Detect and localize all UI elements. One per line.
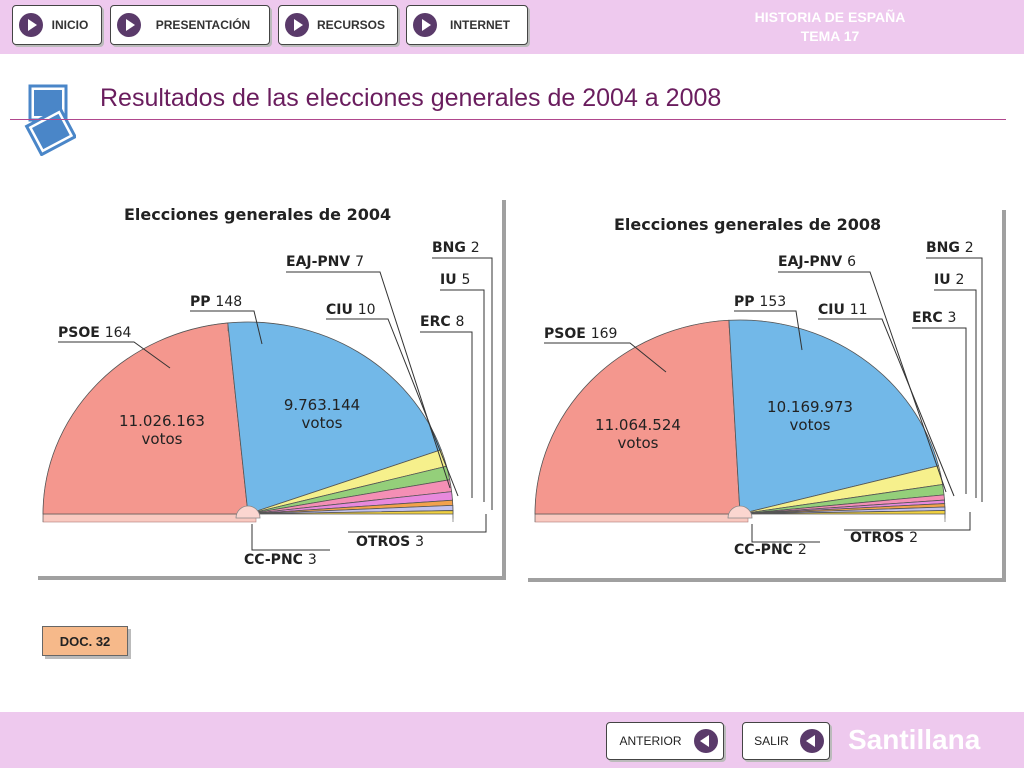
party-label: EAJ-PNV 6 [778,254,856,270]
leader-line [926,257,983,502]
pie-slice-psoe [42,322,249,515]
leader-line [734,310,803,351]
top-nav-bar: INICIO PRESENTACIÓN RECURSOS INTERNET HI… [0,0,1024,54]
leader-line [286,271,451,489]
votes-label: 11.064.524 votos [595,416,681,452]
party-label: OTROS 2 [850,530,918,546]
leader-line [751,524,820,543]
nav-button-recursos[interactable]: RECURSOS [278,5,398,45]
party-label: PSOE 164 [58,325,132,341]
party-label: EAJ-PNV 7 [286,254,364,270]
chart-2008: Elecciones generales de 2008 PSOE 169 PP … [524,206,1006,582]
leader-line [251,524,330,551]
labels-2008: PSOE 169 PP 153 CIU 11 EAJ-PNV 6 ERC 3 IU 2 CC… [544,240,983,558]
nav-label: INTERNET [450,18,510,32]
pie-slice-bng [247,510,454,515]
party-label: PP 148 [190,294,242,310]
votes-label: 10.169.973 votos [767,398,853,434]
page-title: Resultados de las elecciones generales d… [100,84,722,112]
party-label: PP 153 [734,294,786,310]
previous-label: ANTERIOR [619,734,682,748]
nav-button-internet[interactable]: INTERNET [406,5,528,45]
nav-button-presentacion[interactable]: PRESENTACIÓN [110,5,270,45]
leader-line [432,257,493,510]
chart-title: Elecciones generales de 2004 [124,205,391,224]
leader-line [440,289,485,502]
pie-base [534,513,749,523]
pie-slice-bng [739,510,946,515]
leader-line [348,514,487,533]
nav-label: RECURSOS [316,18,385,32]
leader-line [58,341,171,369]
party-label: OTROS 3 [356,534,424,550]
back-arrow-icon [694,729,718,753]
bottom-bar: ANTERIOR SALIR Santillana [0,712,1024,768]
pie-slice-pp [728,319,940,515]
party-label: CIU 11 [818,302,868,318]
leader-line [818,318,955,497]
leader-line [544,342,667,373]
leader-line [934,289,977,498]
party-label: BNG 2 [926,240,974,256]
course-subject: HISTORIA DE ESPAÑA [754,9,906,25]
party-label: CC-PNC 3 [244,552,317,568]
course-unit: TEMA 17 [800,28,860,44]
chart-2004: Elecciones generales de 2004 PSOE 164 PP … [34,196,506,580]
pie-2008 [534,319,946,523]
party-label: ERC 3 [912,310,956,326]
exit-button[interactable]: SALIR [742,722,830,760]
pie-base [42,513,257,523]
party-label: ERC 8 [420,314,464,330]
party-label: BNG 2 [432,240,480,256]
leader-line [326,318,459,497]
back-arrow-icon [800,729,824,753]
votes-label: 11.026.163 votos [119,412,205,448]
chart-title: Elecciones generales de 2008 [614,215,881,234]
leader-line [190,310,263,345]
party-label: IU 5 [440,272,470,288]
previous-button[interactable]: ANTERIOR [606,722,724,760]
exit-label: SALIR [754,734,789,748]
party-label: PSOE 169 [544,326,617,342]
leader-line [844,512,971,531]
nav-label: INICIO [51,18,89,32]
document-icon [24,84,76,156]
leader-line [420,331,473,498]
leader-line [912,327,967,494]
play-arrow-icon [117,13,141,37]
course-title: HISTORIA DE ESPAÑA TEMA 17 [720,8,940,46]
pie-hub [727,505,753,519]
nav-button-inicio[interactable]: INICIO [12,5,102,45]
play-arrow-icon [285,13,309,37]
pie-hub [235,505,261,519]
play-arrow-icon [413,13,437,37]
pie-slice-psoe [534,319,741,515]
play-arrow-icon [19,13,43,37]
party-label: IU 2 [934,272,964,288]
pie-2004 [42,321,454,523]
votes-label: 9.763.144 votos [284,396,360,432]
party-label: CC-PNC 2 [734,542,807,558]
nav-label: PRESENTACIÓN [155,18,251,32]
party-label: CIU 10 [326,302,376,318]
doc-badge: DOC. 32 [42,626,128,656]
labels-2004: PSOE 164 PP 148 CIU 10 ERC 8 EAJ-PNV 7 IU 5 CC… [58,240,493,568]
leader-line [778,271,947,493]
title-divider [10,119,1006,120]
brand-logo: Santillana [848,724,981,755]
